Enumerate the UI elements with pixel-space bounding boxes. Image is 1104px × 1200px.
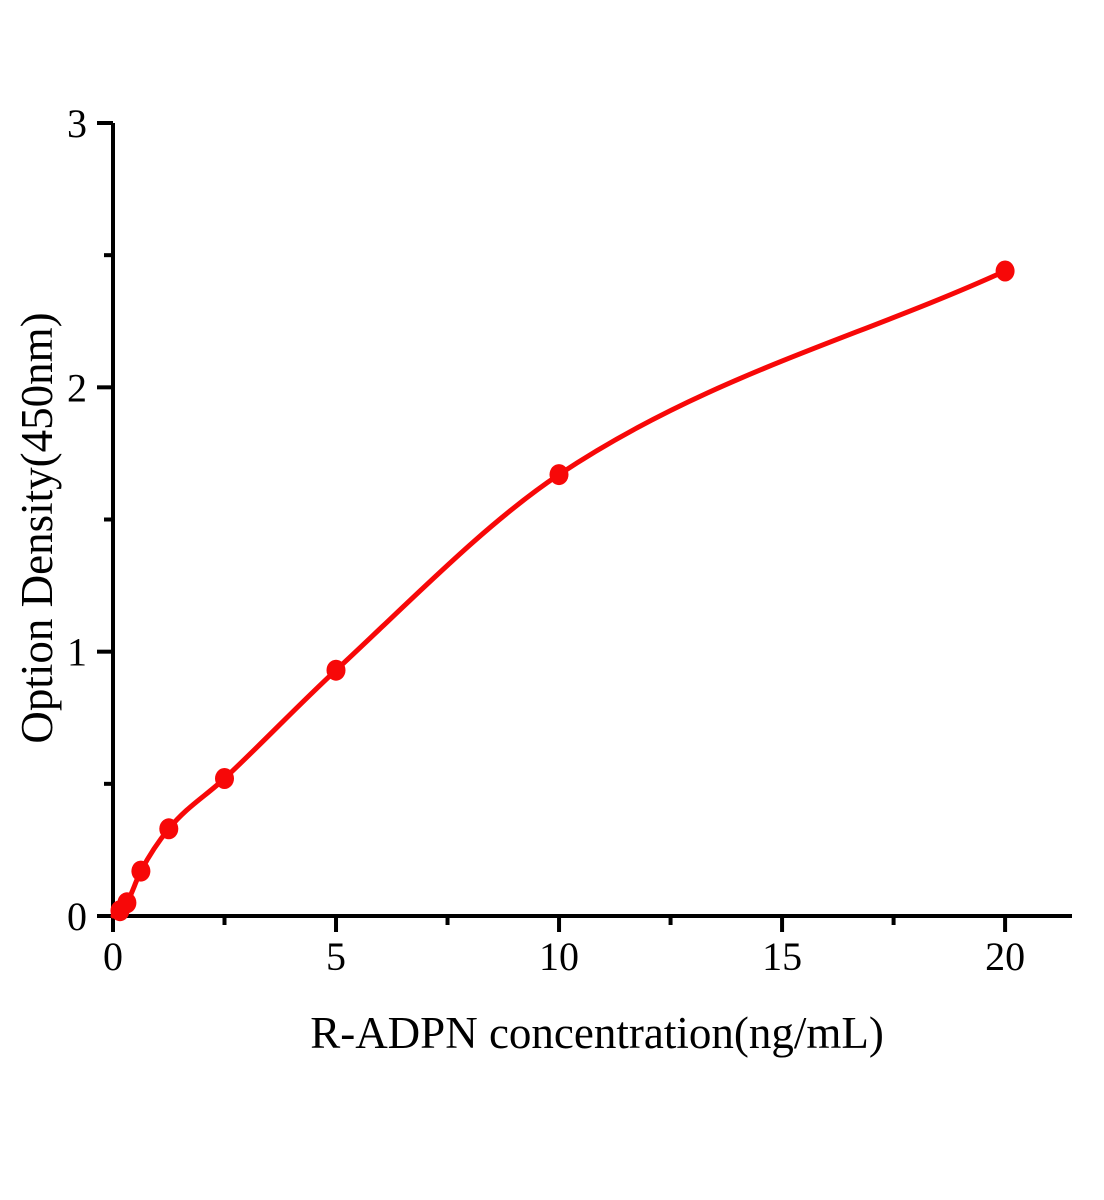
- y-tick-label: 3: [67, 101, 87, 146]
- data-point-marker: [326, 659, 346, 681]
- y-tick-label: 2: [67, 365, 87, 410]
- fit-curve-line: [110, 268, 1008, 919]
- data-point-marker: [215, 768, 234, 789]
- y-tick-label: 0: [67, 894, 87, 939]
- axis-ticks: [97, 121, 1008, 932]
- data-point-marker: [131, 860, 151, 882]
- x-axis-title: R-ADPN concentration(ng/mL): [310, 1008, 884, 1058]
- x-tick-label: 15: [762, 934, 802, 979]
- x-tick-label: 0: [103, 934, 123, 979]
- y-tick-label: 1: [67, 630, 87, 675]
- y-axis-title: Option Density(450nm): [12, 312, 62, 743]
- data-point-marker: [117, 892, 137, 914]
- x-tick-label: 20: [985, 934, 1025, 979]
- data-point-marker: [549, 464, 569, 486]
- axis-tick-labels: 0 5 10 15 20 0 1 2 3: [67, 101, 1025, 979]
- x-tick-label: 10: [539, 934, 579, 979]
- data-point-markers: [110, 260, 1015, 922]
- axes: [111, 123, 1072, 918]
- x-tick-label: 5: [326, 934, 346, 979]
- data-point-marker: [159, 818, 179, 840]
- data-point-marker: [995, 260, 1015, 282]
